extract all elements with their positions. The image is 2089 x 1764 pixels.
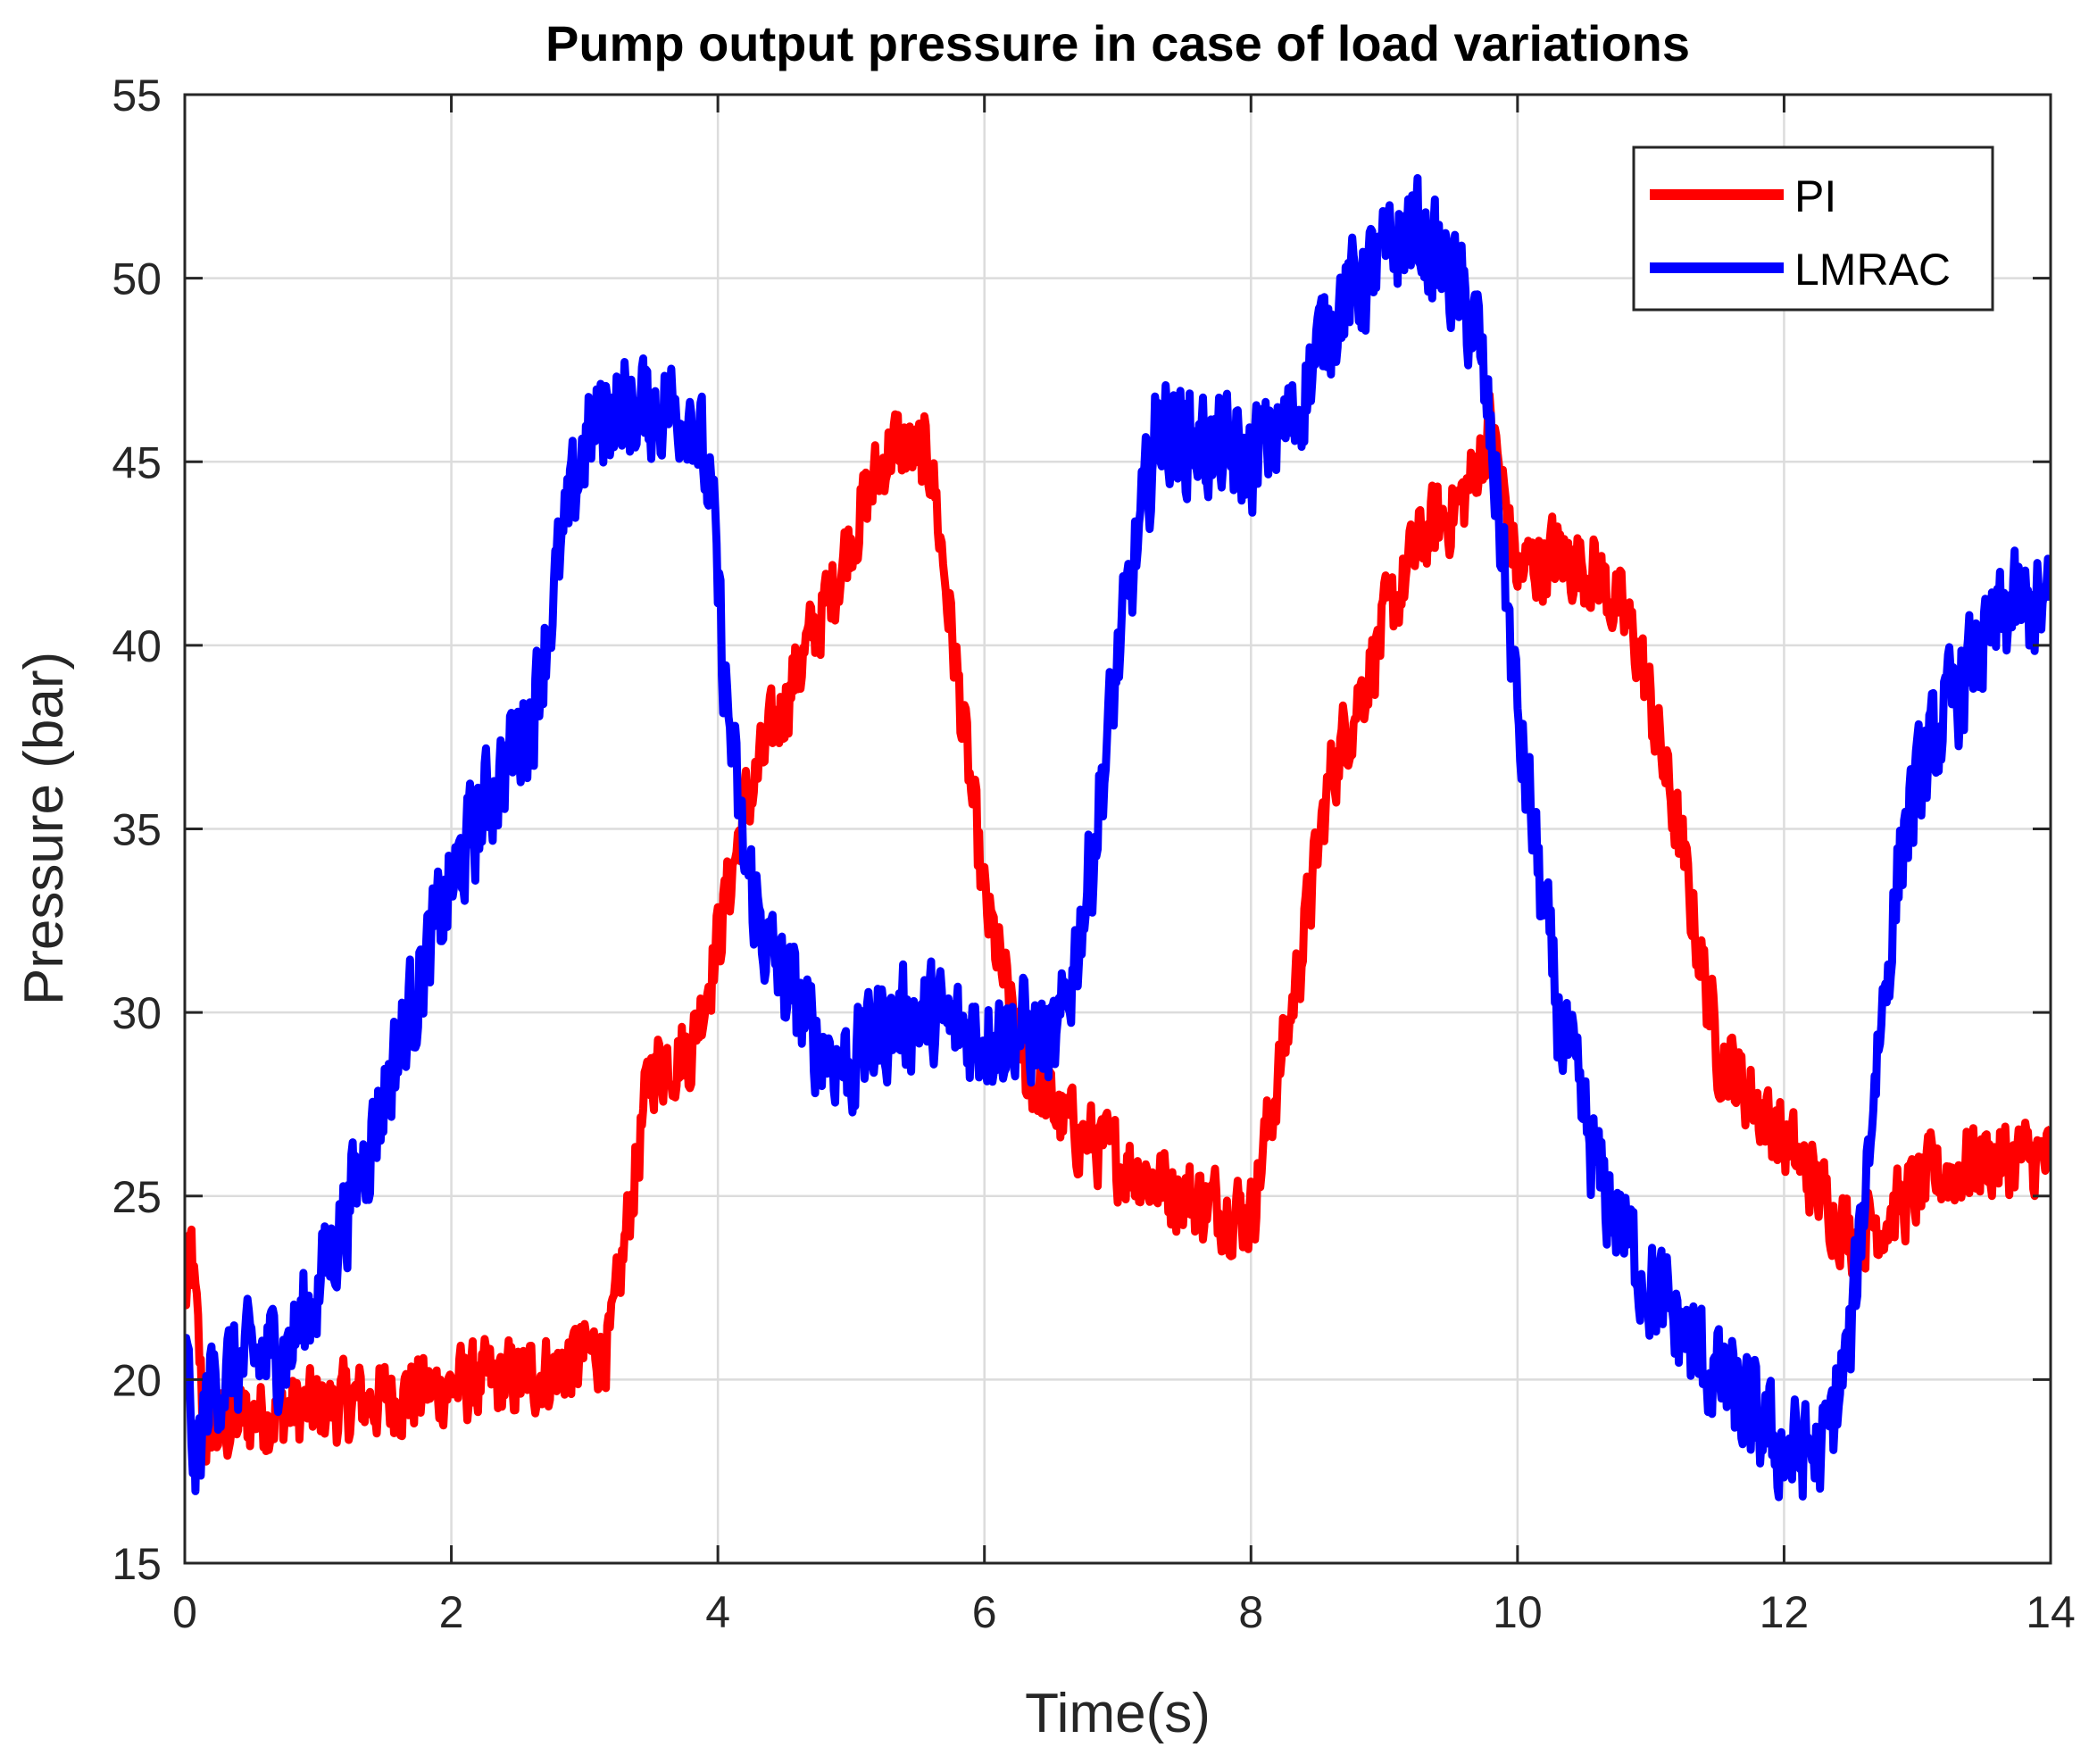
x-tick-label: 0: [172, 1587, 197, 1637]
y-tick-label: 25: [112, 1172, 162, 1222]
x-tick-labels: 0 2 4 6 8 10 12 14: [172, 1587, 2076, 1637]
x-axis-label: Time(s): [1025, 1683, 1211, 1744]
y-axis-label: Pressure (bar): [13, 652, 75, 1005]
series-line-pi: [185, 390, 2051, 1466]
x-tick-label: 12: [1760, 1587, 1810, 1637]
legend-box: [1632, 146, 1994, 312]
y-tick-label: 50: [112, 254, 162, 304]
y-tick-label: 55: [112, 71, 162, 121]
series-line-lmrac: [185, 174, 2051, 1502]
y-tick-label: 15: [112, 1539, 162, 1589]
x-tick-label: 4: [705, 1587, 730, 1637]
y-tick-labels: 15 20 25 30 35 40 45 50 55: [112, 71, 162, 1589]
legend: PI LMRAC: [1632, 146, 1994, 312]
x-tick-label: 2: [439, 1587, 464, 1637]
legend-label-pi: PI: [1794, 171, 1836, 221]
x-tick-label: 10: [1493, 1587, 1543, 1637]
y-tick-label: 45: [112, 437, 162, 487]
y-tick-label: 30: [112, 988, 162, 1038]
y-tick-label: 40: [112, 621, 162, 671]
y-tick-label: 35: [112, 805, 162, 855]
x-tick-label: 6: [972, 1587, 997, 1637]
y-tick-label: 20: [112, 1355, 162, 1405]
series-group: [185, 174, 2051, 1502]
x-tick-label: 14: [2026, 1587, 2076, 1637]
legend-label-lmrac: LMRAC: [1794, 245, 1951, 295]
x-tick-label: 8: [1238, 1587, 1263, 1637]
axis-ticks: [183, 93, 2052, 1565]
chart-title: Pump output pressure in case of load var…: [545, 15, 1690, 71]
